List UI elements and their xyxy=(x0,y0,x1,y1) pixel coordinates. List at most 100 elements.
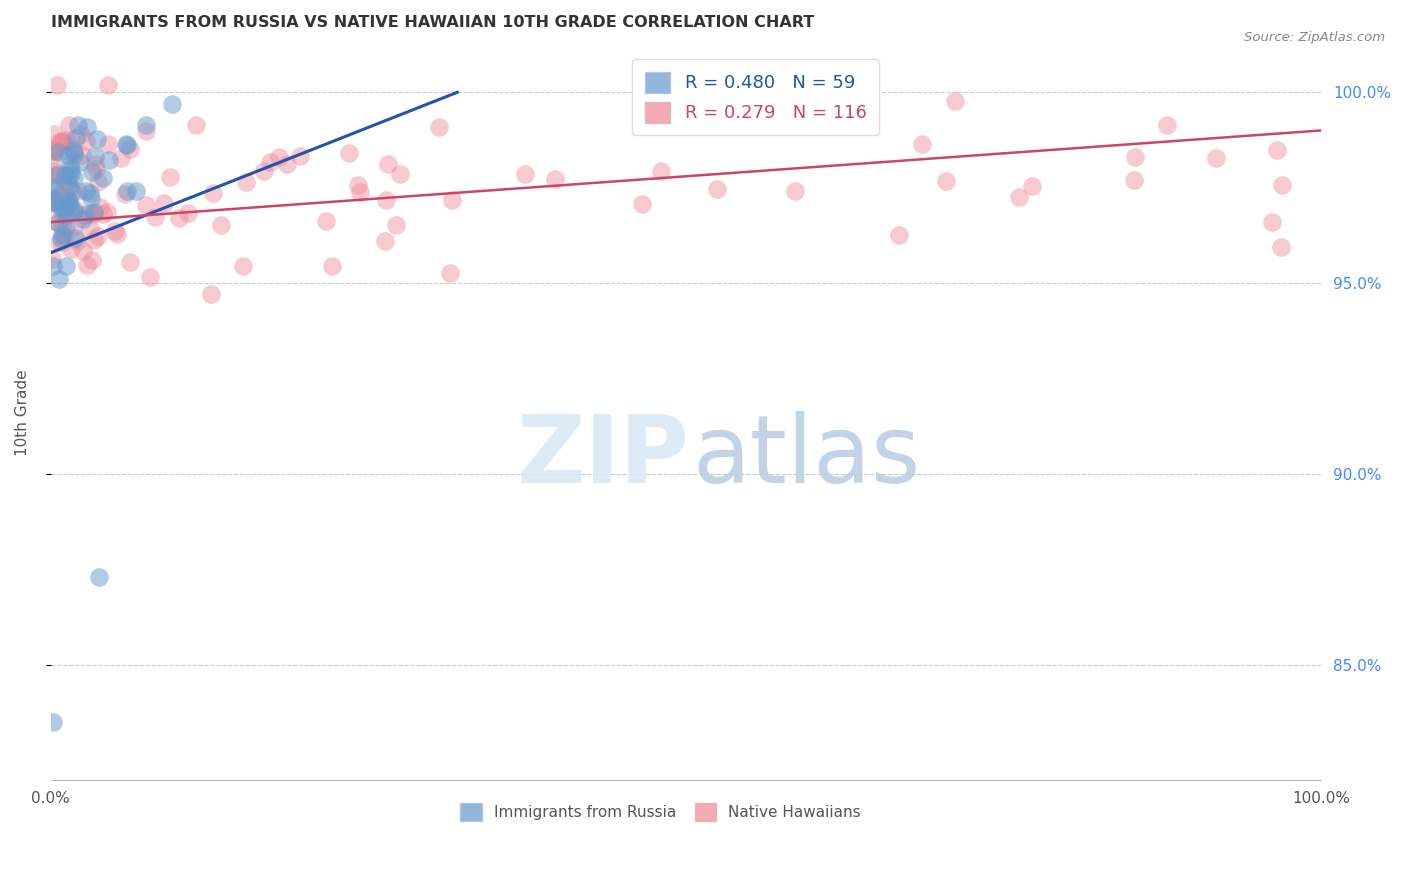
Point xyxy=(49,200,72,214)
Point xyxy=(139,269,162,284)
Point xyxy=(97,136,120,151)
Point xyxy=(45,194,67,208)
Point xyxy=(51,218,73,232)
Point xyxy=(439,266,461,280)
Point xyxy=(288,149,311,163)
Point xyxy=(62,204,84,219)
Point xyxy=(76,258,98,272)
Point xyxy=(60,168,83,182)
Point xyxy=(56,139,79,153)
Point xyxy=(53,228,76,243)
Point xyxy=(63,145,86,160)
Point xyxy=(650,164,672,178)
Point xyxy=(83,233,105,247)
Point xyxy=(41,168,63,182)
Point xyxy=(84,149,107,163)
Point xyxy=(115,184,138,198)
Text: atlas: atlas xyxy=(693,411,921,503)
Point xyxy=(56,192,79,206)
Point xyxy=(65,131,87,145)
Point xyxy=(118,142,141,156)
Text: ZIP: ZIP xyxy=(517,411,690,503)
Point xyxy=(51,169,73,183)
Point xyxy=(169,211,191,225)
Point xyxy=(55,208,77,222)
Point xyxy=(42,127,65,141)
Point xyxy=(544,172,567,186)
Point xyxy=(83,204,105,219)
Point xyxy=(65,231,87,245)
Point xyxy=(86,131,108,145)
Point xyxy=(184,119,207,133)
Point xyxy=(55,219,77,234)
Point xyxy=(91,207,114,221)
Point xyxy=(337,146,360,161)
Point xyxy=(49,134,72,148)
Point xyxy=(59,158,82,172)
Point xyxy=(42,194,65,208)
Point xyxy=(51,207,73,221)
Point xyxy=(58,194,80,209)
Point xyxy=(62,143,84,157)
Point xyxy=(631,196,654,211)
Point xyxy=(59,242,82,256)
Point xyxy=(73,208,96,222)
Point xyxy=(41,196,63,211)
Point xyxy=(177,206,200,220)
Point xyxy=(1271,178,1294,193)
Point xyxy=(388,167,411,181)
Point xyxy=(77,206,100,220)
Point xyxy=(1156,118,1178,132)
Point xyxy=(41,252,63,266)
Point xyxy=(66,185,89,199)
Point xyxy=(1021,179,1043,194)
Point xyxy=(202,186,225,200)
Legend: Immigrants from Russia, Native Hawaiians: Immigrants from Russia, Native Hawaiians xyxy=(454,797,868,827)
Point xyxy=(97,153,120,168)
Y-axis label: 10th Grade: 10th Grade xyxy=(15,369,30,457)
Point xyxy=(83,207,105,221)
Point xyxy=(51,235,73,249)
Point xyxy=(89,200,111,214)
Point xyxy=(42,164,65,178)
Point xyxy=(48,272,70,286)
Point xyxy=(276,157,298,171)
Point xyxy=(72,212,94,227)
Point xyxy=(96,205,118,219)
Point xyxy=(1205,151,1227,165)
Point xyxy=(58,197,80,211)
Point xyxy=(91,170,114,185)
Point xyxy=(51,227,73,242)
Point xyxy=(55,133,77,147)
Text: IMMIGRANTS FROM RUSSIA VS NATIVE HAWAIIAN 10TH GRADE CORRELATION CHART: IMMIGRANTS FROM RUSSIA VS NATIVE HAWAIIA… xyxy=(51,15,814,30)
Point xyxy=(821,98,844,112)
Point xyxy=(321,259,343,273)
Point xyxy=(232,259,254,273)
Point xyxy=(87,175,110,189)
Point xyxy=(66,118,89,132)
Point xyxy=(346,178,368,193)
Point xyxy=(143,211,166,225)
Point xyxy=(58,179,80,194)
Point xyxy=(63,171,86,186)
Point xyxy=(1008,190,1031,204)
Point xyxy=(1122,173,1144,187)
Point xyxy=(385,218,408,232)
Point xyxy=(1123,150,1146,164)
Point xyxy=(159,170,181,185)
Point xyxy=(55,259,77,273)
Point xyxy=(84,156,107,170)
Point xyxy=(42,715,65,730)
Point xyxy=(135,124,157,138)
Point xyxy=(153,196,176,211)
Point xyxy=(374,193,396,207)
Point xyxy=(374,234,396,248)
Point xyxy=(209,219,232,233)
Point xyxy=(114,187,136,202)
Point xyxy=(53,168,76,182)
Point xyxy=(377,157,399,171)
Point xyxy=(52,134,75,148)
Point xyxy=(42,260,65,274)
Point xyxy=(59,162,82,177)
Point xyxy=(235,175,257,189)
